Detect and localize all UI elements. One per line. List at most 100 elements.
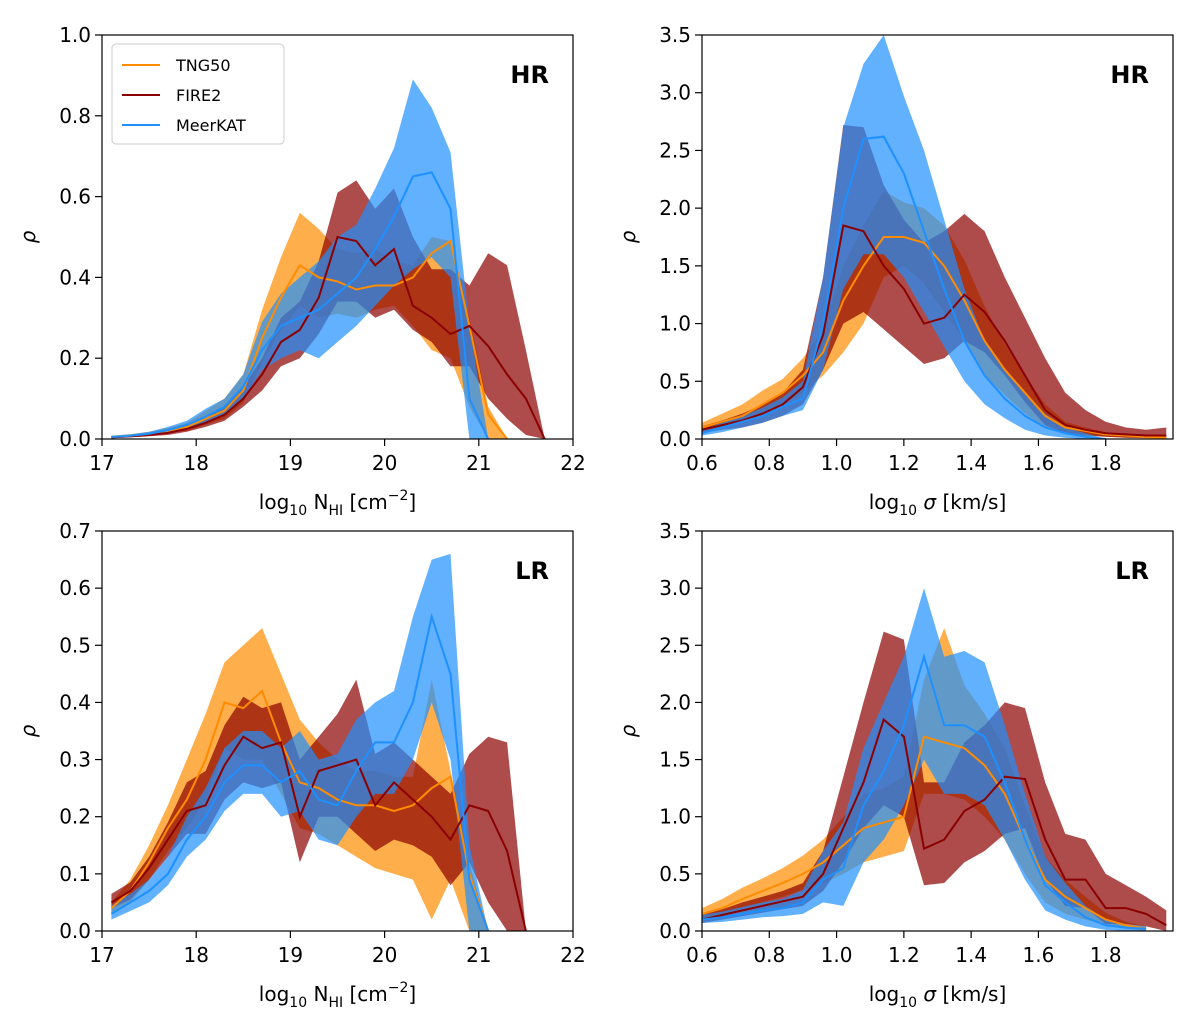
y-tick-label: 0.8 xyxy=(59,104,91,128)
y-axis-label: ρ xyxy=(616,230,640,243)
y-tick-label: 0.6 xyxy=(59,185,91,209)
y-tick-label: 0.2 xyxy=(59,346,91,370)
panel-lr-sigma: 0.6 0.8 1.0 1.2 1.4 1.6 1.8 0.0 0.5 1.0 1.5 2.0 2.5 3… xyxy=(616,519,1174,1011)
axes-frame xyxy=(701,530,1174,932)
x-tick-label: 1.0 xyxy=(821,943,853,967)
y-tick-label: 2.0 xyxy=(659,690,691,714)
y-tick-label: 0.4 xyxy=(59,690,91,714)
legend-label-meerkat: MeerKAT xyxy=(176,116,246,135)
x-tick-label: 22 xyxy=(560,451,585,475)
plot-area xyxy=(111,79,546,439)
x-tick-label: 0.8 xyxy=(753,451,785,475)
y-tick-label: 2.5 xyxy=(659,138,691,162)
y-tick-label: 0.0 xyxy=(659,919,691,943)
y-axis-label: ρ xyxy=(16,724,40,737)
x-tick-label: 20 xyxy=(372,943,397,967)
x-tick-label: 1.6 xyxy=(1023,943,1055,967)
axes-frame xyxy=(101,530,574,932)
x-tick-label: 1.8 xyxy=(1090,451,1122,475)
y-tick-label: 0.2 xyxy=(59,805,91,829)
legend-label-fire2: FIRE2 xyxy=(176,86,221,105)
axes-frame xyxy=(101,34,574,440)
x-tick-label: 1.6 xyxy=(1023,451,1055,475)
legend-box xyxy=(111,43,285,145)
x-tick-label: 0.6 xyxy=(686,451,718,475)
band-meerkat xyxy=(111,553,489,931)
line-fire2 xyxy=(111,235,546,439)
x-tick-label: 21 xyxy=(466,943,491,967)
legend: TNG50 FIRE2 MeerKAT xyxy=(111,43,285,145)
line-tng50 xyxy=(111,239,508,439)
x-tick-label: 20 xyxy=(372,451,397,475)
line-fire2 xyxy=(702,224,1167,437)
line-tng50 xyxy=(702,735,1147,930)
y-tick-label: 1.5 xyxy=(659,254,691,278)
line-meerkat xyxy=(111,171,490,439)
x-tick-label: 1.4 xyxy=(955,451,987,475)
y-tick-label: 0.7 xyxy=(59,519,91,543)
plot-area xyxy=(702,588,1167,931)
x-axis-label: log10 σ [km/s] xyxy=(869,490,1007,519)
x-tick-label: 22 xyxy=(560,943,585,967)
panel-hr-sigma: 0.6 0.8 1.0 1.2 1.4 1.6 1.8 0.0 0.5 1.0 1.5 2.0 2.5 3… xyxy=(616,23,1174,519)
y-tick-label: 1.5 xyxy=(659,748,691,772)
y-axis-label: ρ xyxy=(616,724,640,737)
x-tick-label: 1.8 xyxy=(1090,943,1122,967)
panel-tag: LR xyxy=(515,557,549,585)
y-tick-label: 3.0 xyxy=(659,81,691,105)
band-meerkat xyxy=(111,79,489,439)
y-tick-label: 0.4 xyxy=(59,265,91,289)
x-tick-label: 17 xyxy=(89,943,114,967)
y-tick-label: 1.0 xyxy=(59,23,91,47)
x-axis-label: log10 σ [km/s] xyxy=(869,982,1007,1011)
plot-area xyxy=(702,35,1167,439)
line-meerkat xyxy=(110,612,490,931)
panel-tag: LR xyxy=(1115,557,1149,585)
y-tick-label: 0.3 xyxy=(59,748,91,772)
y-tick-label: 0.0 xyxy=(659,427,691,451)
x-tick-label: 1.2 xyxy=(888,451,920,475)
y-tick-label: 0.5 xyxy=(659,369,691,393)
x-tick-label: 17 xyxy=(89,451,114,475)
band-fire2 xyxy=(702,631,1167,931)
x-tick-label: 19 xyxy=(278,943,303,967)
panel-lr-nhi: 17 18 19 20 21 22 0.0 0.1 0.2 0.3 0.4 0.5 0.6 0.7 log1… xyxy=(16,519,586,1011)
panel-tag: HR xyxy=(510,61,549,89)
x-tick-label: 19 xyxy=(278,451,303,475)
y-tick-label: 3.5 xyxy=(659,23,691,47)
line-fire2 xyxy=(702,717,1167,927)
legend-label-tng50: TNG50 xyxy=(175,56,231,75)
x-tick-label: 21 xyxy=(466,451,491,475)
y-tick-label: 0.6 xyxy=(59,576,91,600)
y-tick-label: 2.5 xyxy=(659,633,691,657)
line-tng50 xyxy=(110,689,490,931)
x-tick-label: 0.8 xyxy=(753,943,785,967)
y-tick-label: 2.0 xyxy=(659,196,691,220)
plot-area xyxy=(110,553,527,931)
x-tick-label: 1.4 xyxy=(955,943,987,967)
line-fire2 xyxy=(110,735,527,931)
x-axis-label: log10 NHI [cm−2] xyxy=(259,980,416,1011)
y-axis-label: ρ xyxy=(16,230,40,243)
panel-hr-nhi: 17 18 19 20 21 22 0.0 0.2 0.4 0.6 0.8 1.0 log10 NHI … xyxy=(16,23,586,519)
y-tick-label: 1.0 xyxy=(659,312,691,336)
y-tick-label: 1.0 xyxy=(659,805,691,829)
y-tick-label: 3.5 xyxy=(659,519,691,543)
band-meerkat xyxy=(702,588,1147,931)
y-tick-label: 3.0 xyxy=(659,576,691,600)
x-tick-label: 18 xyxy=(183,943,208,967)
line-tng50 xyxy=(702,236,1167,439)
line-meerkat xyxy=(702,135,1106,439)
axes-frame xyxy=(701,34,1174,440)
panels: 17 18 19 20 21 22 0.0 0.2 0.4 0.6 0.8 1.0 log10 NHI … xyxy=(16,23,1174,1011)
y-tick-label: 0.0 xyxy=(59,919,91,943)
x-tick-label: 1.0 xyxy=(821,451,853,475)
y-tick-label: 0.5 xyxy=(659,862,691,886)
y-tick-label: 0.0 xyxy=(59,427,91,451)
x-tick-label: 18 xyxy=(183,451,208,475)
y-tick-label: 0.5 xyxy=(59,633,91,657)
y-tick-label: 0.1 xyxy=(59,862,91,886)
line-meerkat xyxy=(702,653,1147,930)
panel-tag: HR xyxy=(1110,61,1149,89)
